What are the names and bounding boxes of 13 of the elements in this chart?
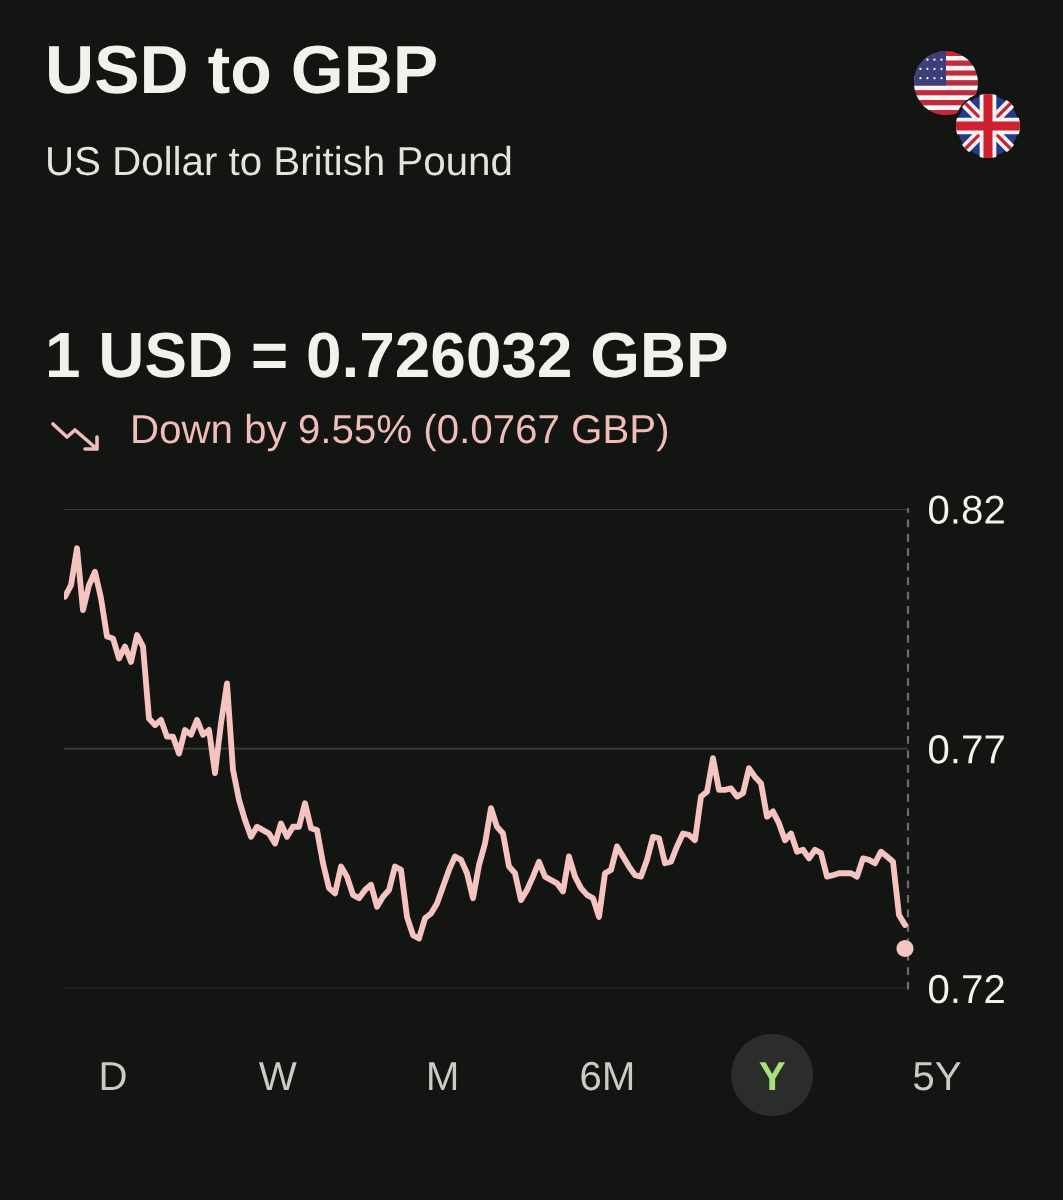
y-tick-label: 0.82	[929, 495, 1004, 524]
text: W	[258, 1062, 297, 1090]
text: Down by 9.55% (0.0767 GBP)	[133, 413, 668, 452]
text: 1 USD = 0.726032 GBP	[49, 332, 727, 378]
text: 6M	[581, 1061, 633, 1091]
y-tick-label: 0.72	[929, 974, 1004, 1004]
chart-title: USD to GBP	[49, 45, 436, 94]
text: M	[429, 1062, 457, 1090]
text: Y	[759, 1062, 785, 1090]
chart-subtitle: US Dollar to British Pound	[48, 145, 511, 176]
text: D	[101, 1062, 126, 1090]
y-tick-label: 0.77	[929, 735, 1004, 764]
text: 5Y	[913, 1062, 961, 1091]
